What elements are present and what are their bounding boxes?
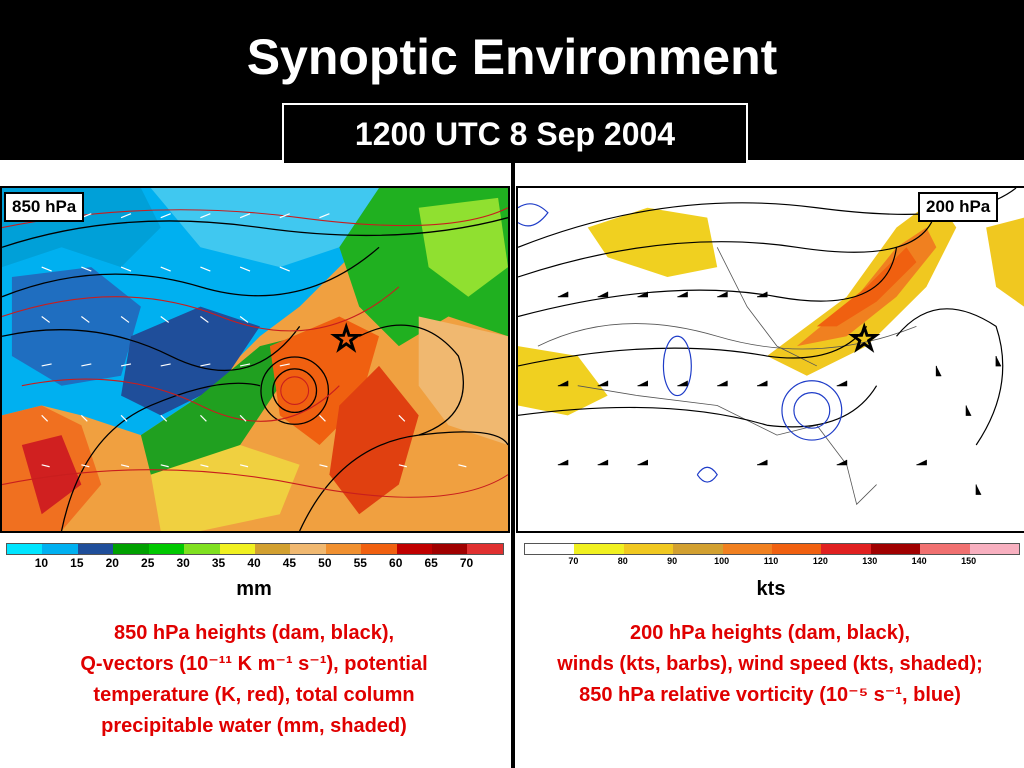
pw-tick-label: 55: [353, 556, 367, 570]
star-marker-icon: ☆: [330, 320, 363, 358]
ws-color-segment: [920, 544, 970, 554]
caption-200hpa: 200 hPa heights (dam, black), winds (kts…: [516, 618, 1024, 711]
pw-color-segment: [254, 544, 291, 554]
ws-tick-label: 80: [617, 556, 628, 566]
colorbar-precipitable-water: [6, 543, 504, 555]
pw-tick-label: 20: [105, 556, 119, 570]
pw-tick-label: 10: [34, 556, 49, 570]
pw-color-segment: [467, 544, 503, 554]
colorbar-wind-speed: [524, 543, 1020, 555]
datetime-box: 1200 UTC 8 Sep 2004: [282, 103, 748, 165]
caption-line: temperature (K, red), total column: [93, 684, 415, 706]
level-label-850: 850 hPa: [4, 192, 85, 222]
ws-color-segment: [969, 544, 1019, 554]
ws-color-segment: [574, 544, 624, 554]
ws-tick-label: 140: [911, 556, 927, 566]
ws-tick-label: 130: [862, 556, 878, 566]
pw-color-segment: [184, 544, 220, 554]
star-marker-icon: ☆: [848, 320, 881, 358]
pw-tick-label: 45: [282, 556, 297, 570]
pw-tick-label: 70: [459, 556, 474, 570]
map-200hpa: [516, 186, 1024, 533]
pw-color-segment: [396, 544, 433, 554]
ws-color-segment: [722, 544, 772, 554]
panel-divider: [511, 158, 515, 768]
ws-color-segment: [870, 544, 921, 554]
caption-line: 850 hPa relative vorticity (10⁻⁵ s⁻¹, bl…: [579, 684, 961, 706]
level-label-200: 200 hPa: [918, 192, 999, 222]
ws-color-segment: [623, 544, 674, 554]
caption-line: precipitable water (mm, shaded): [101, 715, 407, 737]
pw-color-segment: [325, 544, 362, 554]
ws-tick-label: 120: [812, 556, 828, 566]
pw-color-segment: [219, 544, 255, 554]
map-850hpa: [0, 186, 510, 533]
ws-color-segment: [821, 544, 871, 554]
caption-line: Q-vectors (10⁻¹¹ K m⁻¹ s⁻¹), potential: [80, 653, 428, 675]
pw-color-segment: [361, 544, 397, 554]
ws-color-segment: [673, 544, 723, 554]
pw-color-segment: [113, 544, 149, 554]
pw-tick-label: 40: [247, 556, 261, 570]
pw-color-segment: [148, 544, 185, 554]
ws-tick-label: 90: [667, 556, 678, 566]
ws-color-segment: [771, 544, 822, 554]
slide-title: Synoptic Environment: [246, 29, 778, 85]
pw-color-segment: [42, 544, 78, 554]
unit-label-mm: mm: [236, 578, 272, 600]
pw-tick-label: 65: [424, 556, 438, 570]
ws-color-segment: [525, 544, 575, 554]
pw-tick-label: 15: [70, 556, 84, 570]
ws-tick-label: 70: [568, 556, 579, 566]
pw-tick-label: 35: [211, 556, 226, 570]
pw-tick-label: 30: [176, 556, 190, 570]
ws-tick-label: 100: [714, 556, 730, 566]
pw-color-segment: [432, 544, 468, 554]
pw-tick-label: 25: [141, 556, 155, 570]
caption-850hpa: 850 hPa heights (dam, black), Q-vectors …: [6, 618, 502, 742]
pw-color-segment: [7, 544, 43, 554]
ws-tick-label: 150: [961, 556, 977, 566]
pw-tick-label: 60: [389, 556, 403, 570]
caption-line: 200 hPa heights (dam, black),: [629, 622, 911, 644]
caption-line: 850 hPa heights (dam, black),: [113, 622, 395, 644]
pw-color-segment: [290, 544, 326, 554]
pw-tick-label: 50: [318, 556, 332, 570]
caption-line: winds (kts, barbs), wind speed (kts, sha…: [557, 653, 983, 675]
pw-color-segment: [77, 544, 114, 554]
ws-tick-label: 110: [763, 556, 779, 566]
unit-label-kts: kts: [756, 578, 786, 600]
